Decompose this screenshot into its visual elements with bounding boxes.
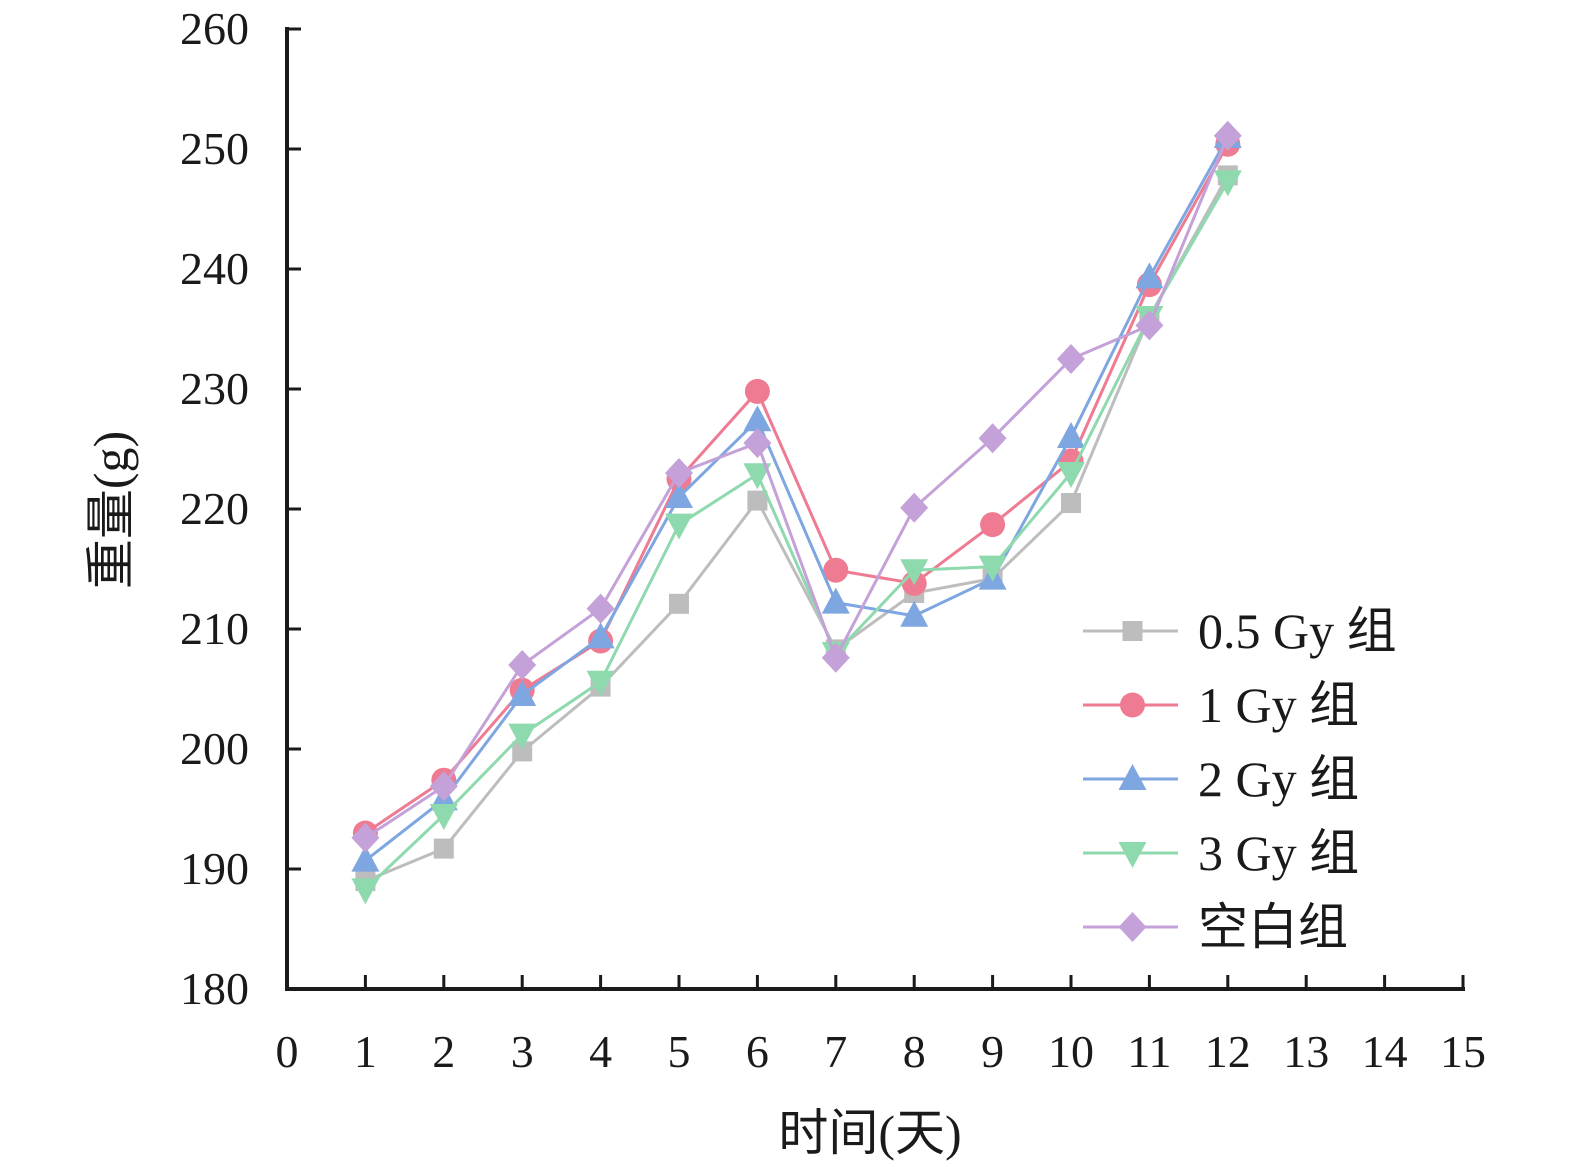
y-tick-label: 200 (180, 723, 249, 774)
x-axis-title: 时间(天) (778, 1105, 961, 1161)
x-tick-label: 15 (1440, 1026, 1486, 1077)
series-3 (351, 122, 1242, 872)
data-point (978, 555, 1007, 582)
y-tick-label: 190 (180, 843, 249, 894)
y-tick-label: 220 (180, 483, 249, 534)
data-point (744, 378, 770, 404)
data-point (665, 458, 693, 488)
x-tick-label: 11 (1127, 1026, 1171, 1077)
series-5 (351, 120, 1242, 853)
x-tick-label: 7 (824, 1026, 847, 1077)
data-point (586, 593, 615, 624)
data-point (1061, 493, 1081, 513)
data-point (900, 492, 929, 523)
series-line (364, 135, 1230, 840)
data-point (900, 559, 929, 586)
y-tick-label: 230 (180, 363, 249, 414)
series-4 (351, 170, 1242, 905)
x-tick-label: 9 (981, 1026, 1004, 1077)
legend-item: 3 Gy 组 (1083, 825, 1359, 881)
data-point (586, 670, 615, 697)
legend-label: 1 Gy 组 (1198, 677, 1359, 733)
data-point (433, 838, 454, 859)
data-point (586, 622, 615, 649)
x-tick-label: 5 (668, 1026, 691, 1077)
data-point (1135, 262, 1164, 289)
data-point (508, 650, 537, 680)
legend-marker (1118, 912, 1147, 942)
data-point (351, 878, 380, 905)
y-tick-label: 240 (180, 243, 249, 294)
x-tick-label: 13 (1283, 1026, 1329, 1077)
y-tick-label: 250 (180, 123, 249, 174)
data-point (1057, 422, 1085, 448)
series-line (364, 180, 1230, 891)
legend-marker (1118, 842, 1147, 868)
legend-marker (1118, 764, 1147, 790)
data-point (743, 463, 772, 490)
legend-label: 空白组 (1198, 899, 1348, 955)
x-tick-label: 6 (746, 1026, 769, 1077)
data-point (743, 405, 772, 432)
x-tick-label: 1 (354, 1026, 377, 1077)
series-1 (355, 165, 1238, 891)
series-layer (351, 120, 1242, 905)
data-point (429, 804, 458, 830)
data-point (1213, 120, 1242, 151)
data-point (821, 642, 850, 673)
x-tick-label: 14 (1362, 1026, 1408, 1077)
legend-item: 1 Gy 组 (1083, 677, 1359, 733)
series-line (364, 174, 1230, 883)
data-point (669, 593, 689, 614)
legend-item: 2 Gy 组 (1083, 751, 1359, 807)
series-2 (352, 131, 1241, 846)
data-point (1213, 170, 1242, 197)
data-point (508, 723, 537, 750)
legend-label: 0.5 Gy 组 (1198, 603, 1397, 659)
x-tick-label: 10 (1048, 1026, 1094, 1077)
legend-label: 2 Gy 组 (1198, 751, 1359, 807)
data-point (978, 423, 1007, 454)
x-tick-label: 3 (511, 1026, 534, 1077)
data-point (429, 771, 458, 802)
legend-label: 3 Gy 组 (1198, 825, 1359, 881)
x-tick-label: 12 (1205, 1026, 1251, 1077)
data-point (351, 822, 380, 853)
data-point (980, 512, 1006, 538)
x-tick-label: 4 (589, 1026, 612, 1077)
data-point (665, 482, 693, 508)
data-point (512, 741, 533, 762)
data-point (747, 490, 768, 511)
data-point (508, 680, 537, 706)
y-axis-title: 重量(g) (83, 431, 139, 589)
data-point (351, 845, 380, 872)
x-tick-label: 0 (276, 1026, 299, 1077)
legend-item: 0.5 Gy 组 (1083, 603, 1397, 659)
data-point (665, 513, 693, 540)
data-point (1135, 310, 1164, 341)
y-tick-label: 260 (180, 3, 249, 54)
data-point (1057, 462, 1085, 488)
legend-item: 空白组 (1083, 899, 1348, 955)
y-tick-label: 210 (180, 603, 249, 654)
data-point (1057, 344, 1085, 374)
data-point (900, 600, 929, 627)
x-tick-label: 2 (432, 1026, 455, 1077)
data-point (821, 587, 850, 614)
x-tick-label: 8 (903, 1026, 926, 1077)
legend-marker (1122, 621, 1143, 641)
series-line (364, 136, 1230, 862)
data-point (743, 428, 772, 458)
legend-marker (1120, 692, 1145, 718)
y-tick-label: 180 (180, 963, 249, 1014)
data-point (823, 557, 849, 583)
